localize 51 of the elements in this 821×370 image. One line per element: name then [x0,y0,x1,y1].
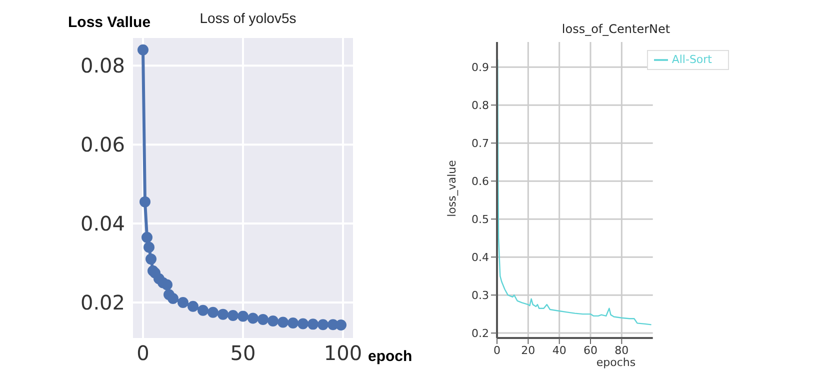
point [162,279,172,290]
point [168,293,178,304]
y-tick-label: 0.02 [80,290,125,315]
chart-title: loss_of_CenterNet [560,22,672,36]
y-tick-label: 0.8 [472,98,489,112]
point [308,318,318,330]
point [278,316,288,328]
point [138,44,148,56]
x-axis-title: epochs [595,356,637,369]
x-tick-label: 0 [136,341,150,366]
x-tick-label: 0 [494,344,500,357]
point [228,310,238,321]
y-axis-title: loss_value [446,159,458,219]
y-tick-label: 0.7 [472,136,489,150]
x-tick-label: 80 [614,344,629,357]
point [146,254,156,265]
chart-title: Loss of yolov5s [198,10,298,26]
y-tick-label: 0.04 [80,212,125,236]
point [140,196,150,208]
point [188,300,198,312]
point [318,319,328,330]
x-tick-label: 20 [521,344,536,357]
point [258,314,268,325]
x-tick-label: 60 [584,344,598,357]
point [178,296,188,308]
x-tick-label: 50 [230,341,256,366]
point [208,306,218,318]
y-tick-label: 0.6 [472,174,489,188]
point [336,319,346,330]
legend-label: All-Sort [672,53,712,66]
y-tick-label: 0.4 [472,250,489,264]
y-axis-title: Loss Vallue [68,14,151,31]
x-axis-title: epoch [368,348,412,365]
point [268,316,278,327]
point [218,308,228,320]
point [238,310,248,322]
x-tick-label: 100 [324,341,362,366]
y-tick-label: 0.5 [472,212,489,226]
point [144,242,154,253]
point [328,319,338,330]
y-tick-label: 0.2 [472,326,489,340]
y-tick-label: 0.06 [80,132,125,157]
y-tick-label: 0.9 [472,60,489,74]
point [198,304,208,316]
point [298,318,308,330]
point [288,318,298,328]
y-tick-label: 0.3 [472,288,489,302]
point [248,312,258,324]
point [142,232,152,243]
y-tick-label: 0.08 [80,54,125,78]
x-tick-label: 40 [552,344,566,357]
